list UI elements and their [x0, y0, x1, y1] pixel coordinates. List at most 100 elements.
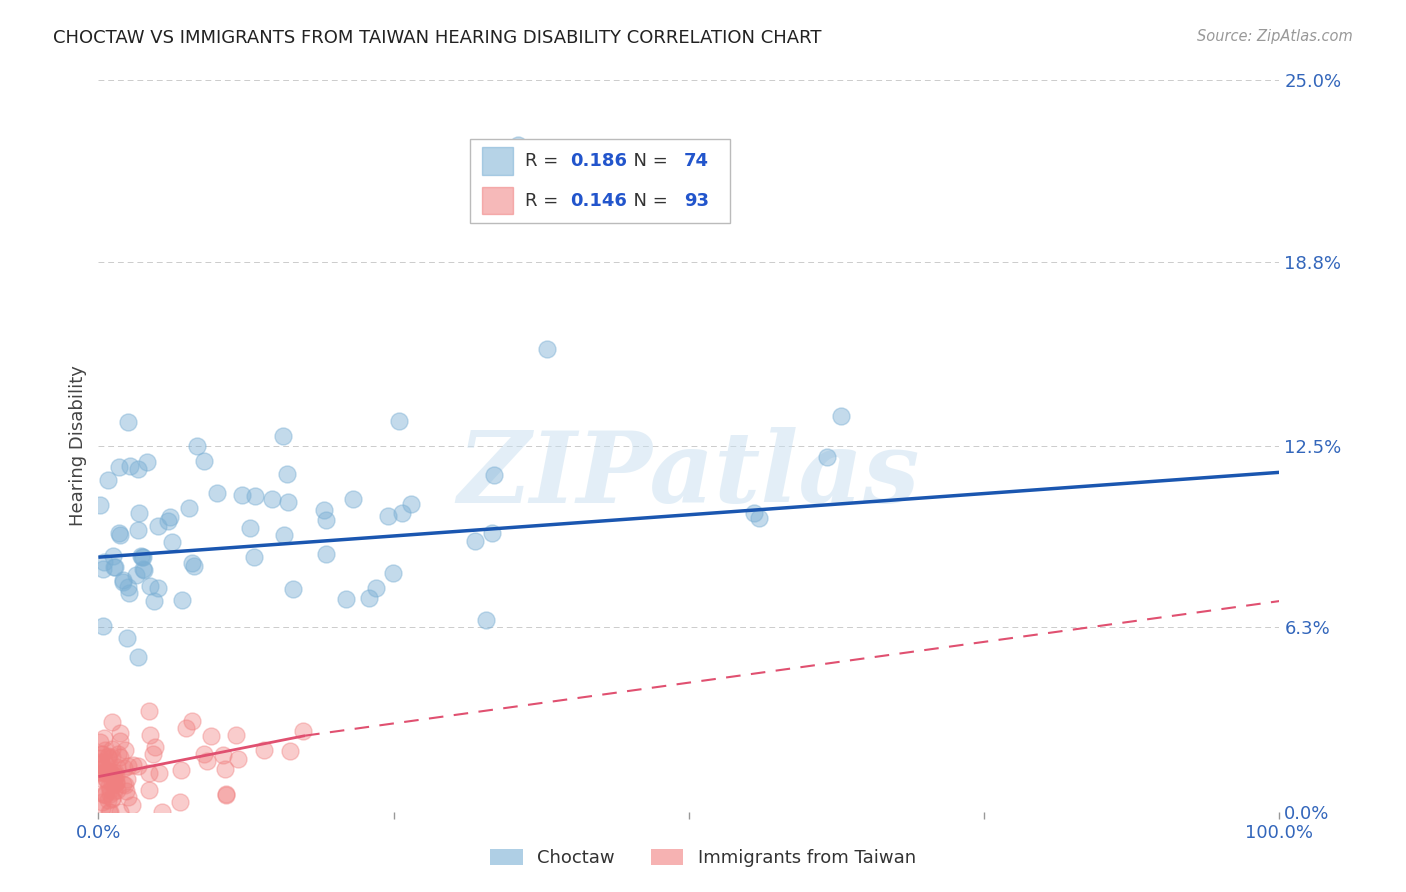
Point: [131, 549, 153, 564]
Point: [239, 520, 262, 534]
Point: [183, 559, 205, 574]
Point: [94, 743, 117, 757]
Point: [111, 777, 134, 791]
Point: [98, 783, 121, 797]
Point: [212, 747, 235, 762]
Point: [90, 755, 112, 769]
Point: [104, 559, 127, 574]
Point: [382, 566, 405, 580]
Point: [91, 747, 114, 762]
Point: [146, 582, 169, 596]
Point: [215, 788, 238, 802]
Point: [225, 728, 247, 742]
Point: [243, 549, 266, 564]
Point: [169, 764, 191, 778]
Point: [97, 749, 120, 764]
Text: 0.186: 0.186: [569, 152, 627, 170]
Point: [93, 764, 115, 779]
Point: [342, 492, 364, 507]
Point: [108, 525, 131, 540]
Point: [117, 415, 139, 429]
Point: [138, 704, 160, 718]
Point: [96, 758, 118, 772]
Point: [104, 776, 127, 790]
Text: 74: 74: [685, 152, 709, 170]
Point: [115, 772, 138, 786]
Point: [162, 535, 184, 549]
Point: [181, 556, 204, 570]
Point: [103, 559, 125, 574]
Point: [314, 503, 336, 517]
Point: [103, 549, 125, 564]
Point: [90, 757, 112, 772]
Point: [118, 458, 141, 473]
Point: [481, 526, 503, 541]
Point: [89, 757, 111, 772]
Point: [94, 787, 117, 801]
Point: [474, 613, 496, 627]
Text: ZIPatlas: ZIPatlas: [458, 427, 920, 524]
Point: [128, 506, 150, 520]
Point: [262, 491, 284, 506]
Point: [170, 592, 193, 607]
Point: [231, 488, 253, 502]
Point: [271, 428, 294, 442]
Point: [91, 747, 114, 762]
Point: [125, 568, 148, 582]
Point: [127, 759, 149, 773]
Point: [91, 801, 114, 815]
Point: [103, 784, 125, 798]
Text: N =: N =: [621, 152, 673, 170]
Point: [399, 497, 422, 511]
Point: [98, 787, 121, 801]
Point: [135, 455, 157, 469]
Point: [115, 632, 138, 646]
Point: [142, 594, 165, 608]
Point: [139, 728, 162, 742]
Point: [127, 462, 149, 476]
Point: [114, 743, 136, 757]
Point: [111, 574, 134, 589]
Point: [110, 733, 132, 747]
Point: [377, 509, 399, 524]
Point: [127, 649, 149, 664]
Point: [100, 791, 122, 805]
Point: [506, 137, 529, 152]
Point: [101, 749, 124, 764]
Point: [359, 591, 381, 606]
Point: [391, 506, 413, 520]
Point: [97, 793, 120, 807]
Point: [89, 735, 111, 749]
Point: [93, 787, 115, 801]
Point: [93, 731, 115, 745]
Point: [114, 778, 136, 792]
Point: [205, 485, 228, 500]
Point: [105, 760, 128, 774]
Point: [107, 747, 129, 762]
Point: [142, 747, 165, 761]
Point: [97, 749, 120, 764]
Point: [108, 749, 131, 764]
Point: [815, 450, 838, 465]
Point: [91, 795, 114, 809]
Text: N =: N =: [621, 192, 673, 210]
Text: 93: 93: [685, 192, 709, 210]
Text: Source: ZipAtlas.com: Source: ZipAtlas.com: [1197, 29, 1353, 45]
Point: [96, 772, 118, 787]
Point: [117, 789, 139, 804]
Point: [91, 562, 114, 576]
Point: [89, 771, 111, 785]
Point: [100, 766, 122, 780]
Legend: Choctaw, Immigrants from Taiwan: Choctaw, Immigrants from Taiwan: [482, 841, 924, 874]
Point: [103, 764, 125, 779]
Point: [464, 533, 486, 548]
Point: [159, 509, 181, 524]
Point: [193, 747, 215, 761]
Point: [177, 500, 200, 515]
Point: [273, 527, 295, 541]
Point: [108, 725, 131, 739]
Point: [110, 528, 132, 542]
Point: [132, 549, 155, 564]
Point: [138, 766, 160, 780]
Point: [101, 776, 124, 790]
